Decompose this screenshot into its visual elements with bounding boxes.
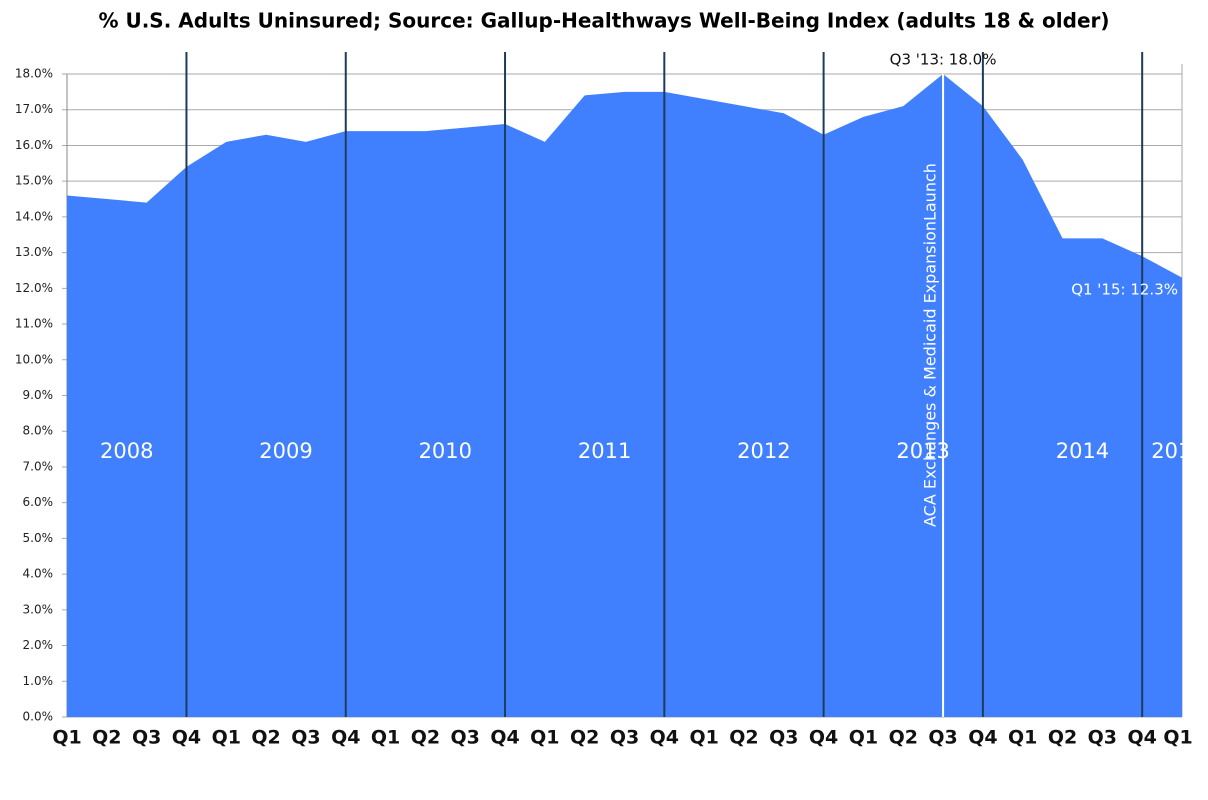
x-tick-label: Q3	[132, 727, 161, 749]
year-label: 2009	[259, 439, 312, 463]
y-tick-label: 14.0%	[15, 209, 53, 223]
x-tick-label: Q1	[1008, 727, 1037, 749]
annotation: Q3 '13: 18.0%	[890, 51, 997, 69]
x-tick-label: Q1	[1163, 727, 1192, 749]
y-tick-label: 11.0%	[15, 317, 53, 331]
year-label: 2011	[578, 439, 631, 463]
y-tick-label: 0.0%	[23, 710, 54, 724]
y-tick-label: 4.0%	[23, 567, 54, 581]
x-tick-label: Q4	[172, 727, 201, 749]
event-label: ACA Exchanges & Medicaid ExpansionLaunch	[921, 163, 940, 527]
x-tick-label: Q2	[889, 727, 918, 749]
y-tick-label: 2.0%	[23, 638, 54, 652]
x-tick-label: Q2	[729, 727, 758, 749]
x-tick-label: Q1	[371, 727, 400, 749]
x-tick-label: Q3	[928, 727, 957, 749]
y-tick-label: 13.0%	[15, 245, 53, 259]
annotation: Q1 '15: 12.3%	[1071, 281, 1178, 299]
y-tick-label: 16.0%	[15, 138, 53, 152]
x-tick-label: Q3	[451, 727, 480, 749]
x-tick-label: Q4	[968, 727, 997, 749]
x-tick-label: Q1	[530, 727, 559, 749]
year-label: 2013	[896, 439, 949, 463]
y-tick-label: 3.0%	[23, 602, 54, 616]
x-tick-label: Q1	[212, 727, 241, 749]
y-tick-label: 18.0%	[15, 67, 53, 81]
y-tick-label: 12.0%	[15, 281, 53, 295]
y-tick-label: 5.0%	[23, 531, 54, 545]
x-tick-label: Q1	[689, 727, 718, 749]
x-tick-label: Q3	[610, 727, 639, 749]
x-tick-label: Q2	[1048, 727, 1077, 749]
x-tick-label: Q3	[291, 727, 320, 749]
x-tick-label: Q2	[92, 727, 121, 749]
y-tick-label: 8.0%	[23, 424, 54, 438]
x-tick-label: Q4	[650, 727, 679, 749]
x-tick-label: Q4	[490, 727, 519, 749]
y-tick-label: 1.0%	[23, 674, 54, 688]
year-label: 2014	[1056, 439, 1109, 463]
x-tick-label: Q4	[1127, 727, 1156, 749]
x-tick-label: Q3	[1088, 727, 1117, 749]
x-tick-label: Q2	[251, 727, 280, 749]
x-tick-label: Q3	[769, 727, 798, 749]
year-label: 2008	[100, 439, 153, 463]
y-tick-label: 7.0%	[23, 459, 54, 473]
year-label: 2010	[419, 439, 472, 463]
y-tick-label: 9.0%	[23, 388, 54, 402]
y-tick-label: 17.0%	[15, 102, 53, 116]
y-tick-label: 10.0%	[15, 352, 53, 366]
area	[67, 74, 1182, 717]
x-tick-label: Q1	[849, 727, 878, 749]
year-label: 2012	[737, 439, 790, 463]
y-tick-label: 15.0%	[15, 174, 53, 188]
x-tick-label: Q4	[331, 727, 360, 749]
x-tick-label: Q2	[411, 727, 440, 749]
chart-title: % U.S. Adults Uninsured; Source: Gallup-…	[98, 9, 1109, 33]
y-tick-label: 6.0%	[23, 495, 54, 509]
x-tick-label: Q2	[570, 727, 599, 749]
x-tick-label: Q1	[52, 727, 81, 749]
x-tick-label: Q4	[809, 727, 838, 749]
year-label: 2015	[1151, 439, 1204, 463]
